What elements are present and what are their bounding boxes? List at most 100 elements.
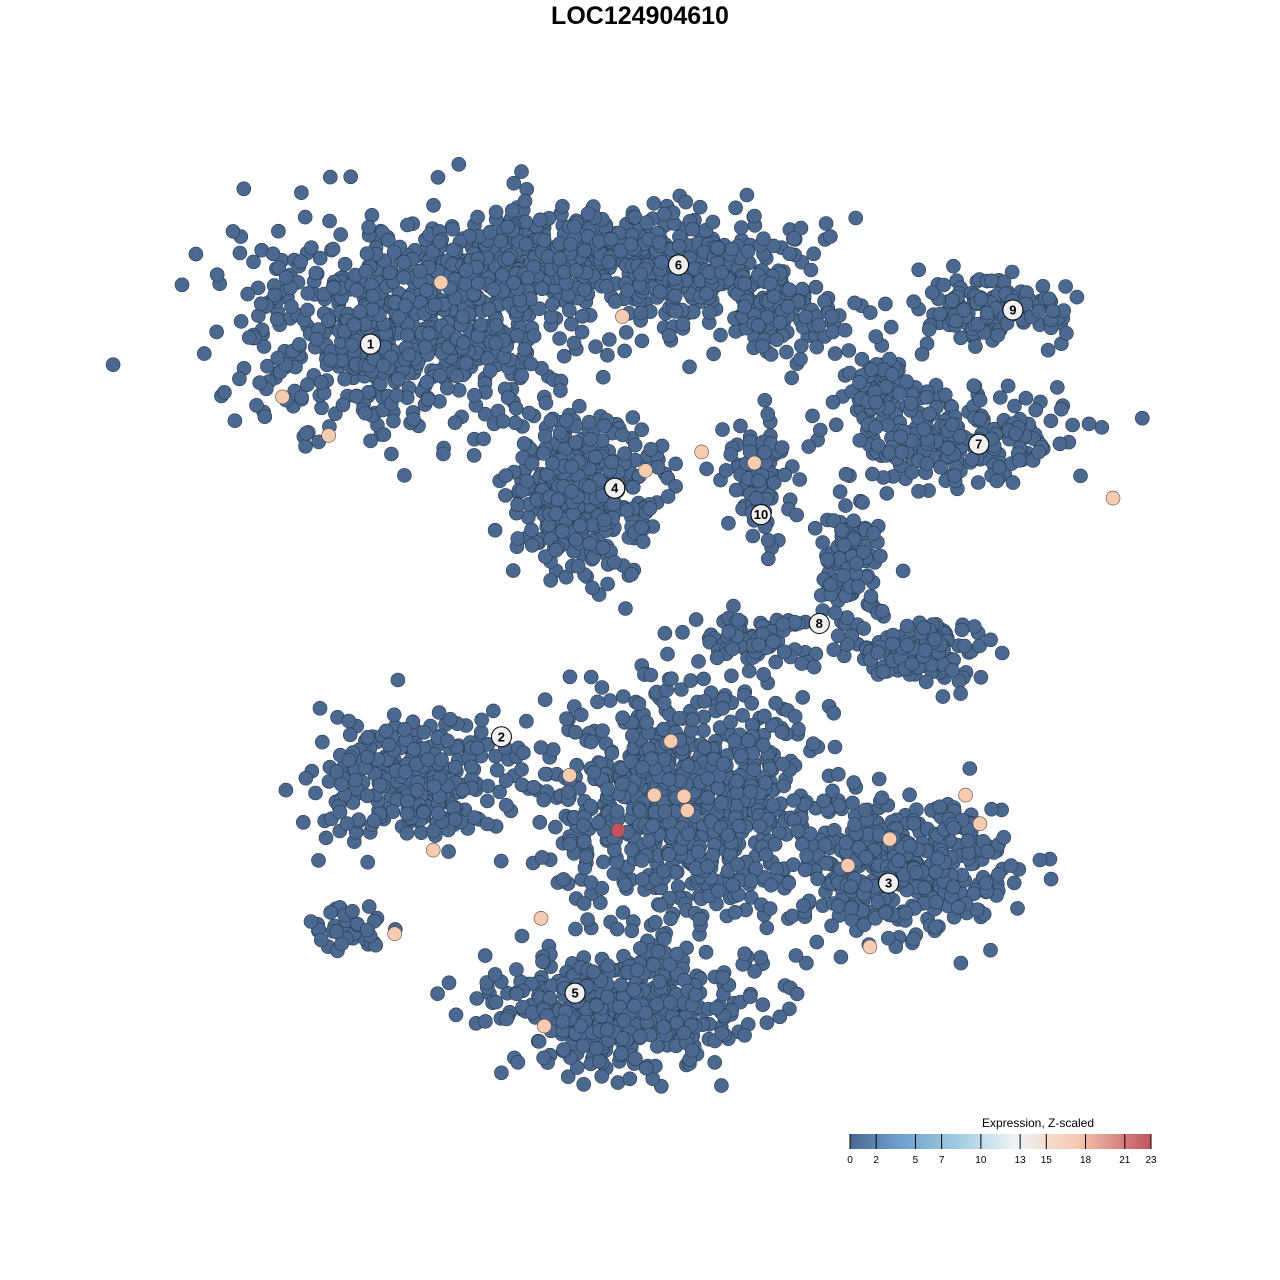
cell-point [632,1029,648,1044]
cell-point [390,371,406,387]
cell-point [568,263,584,278]
cell-point [313,375,329,390]
cell-point [545,296,560,312]
cell-point [510,531,526,546]
cell-point [524,538,540,553]
cell-point [765,798,781,813]
cell-point [707,1055,723,1070]
cell-point [789,507,805,523]
cell-point [349,388,364,404]
cell-point [1043,413,1059,429]
cell-point [635,760,650,775]
cell-point [521,405,537,421]
cell-point [396,270,412,285]
cell-point [352,304,368,320]
cell-point [516,745,531,761]
cell-point [590,694,605,710]
cell-point [751,473,766,489]
cell-point [579,849,594,865]
cell-point [575,1038,591,1054]
cell-point [312,250,328,266]
cell-point [1052,436,1068,452]
cell-point [473,724,489,740]
cell-point [880,930,896,946]
cell-point [361,220,376,235]
cell-point [1040,342,1056,358]
cell-point [1000,378,1016,394]
cell-point [968,339,983,354]
cell-point [534,281,550,296]
cell-point [448,368,464,384]
cell-point [617,343,632,359]
expressing-cell-point [679,803,695,818]
cell-point [291,337,307,352]
cell-point [748,490,764,506]
cell-point [879,486,895,501]
cell-point [615,710,630,726]
cell-point [517,193,533,209]
cell-point [827,346,843,361]
cell-point [559,711,574,727]
cell-point [911,483,926,499]
cell-point [583,431,598,447]
cell-point [865,466,880,482]
cell-point [382,265,398,281]
cell-point [574,324,590,340]
cell-point [555,1014,571,1029]
cell-point [568,724,583,740]
cell-point [568,921,583,937]
cell-point [1035,278,1051,294]
cell-point [253,296,269,312]
cell-point [726,598,741,614]
cell-point [721,624,737,640]
cell-point [278,269,294,285]
cell-point [954,622,970,638]
cell-point [509,328,525,343]
legend-title: Expression, Z-scaled [982,1116,1094,1130]
cell-point [308,265,324,281]
cell-point [1007,398,1022,414]
cell-point [752,818,768,834]
cell-point [488,994,504,1010]
cell-point [481,301,497,317]
cell-point [723,447,739,462]
cell-point [709,1000,724,1016]
cell-point [779,344,794,360]
cell-point [509,986,525,1002]
cell-point [724,668,739,684]
cell-point [1050,380,1065,395]
cell-point [303,914,319,929]
cell-point [309,331,325,347]
cell-point [600,958,616,974]
cell-point [946,468,962,484]
cell-point [772,315,788,330]
cell-point [737,299,752,315]
cell-point [609,921,625,937]
cell-point [534,850,550,865]
cell-point [613,977,629,993]
cell-point [852,374,867,390]
cell-point [469,740,485,756]
cell-point [827,605,843,621]
cell-point [718,463,734,478]
cell-point [386,413,401,429]
cell-point [545,742,561,757]
cell-point [298,770,314,786]
cell-point [639,715,655,730]
cell-point [817,837,833,853]
cell-point [570,558,586,574]
cell-point [577,243,593,259]
cell-point [303,240,319,255]
cell-point [458,355,474,371]
cell-point [714,265,729,280]
cell-point [564,459,580,474]
expressing-cell-point [562,767,577,783]
cell-point [463,759,479,775]
cell-point [451,382,467,398]
cell-point [871,771,887,787]
expressing-cell-point [862,939,878,955]
cell-point [904,656,920,672]
cell-point [825,394,841,410]
cell-point [564,484,580,499]
cell-point [349,283,365,298]
